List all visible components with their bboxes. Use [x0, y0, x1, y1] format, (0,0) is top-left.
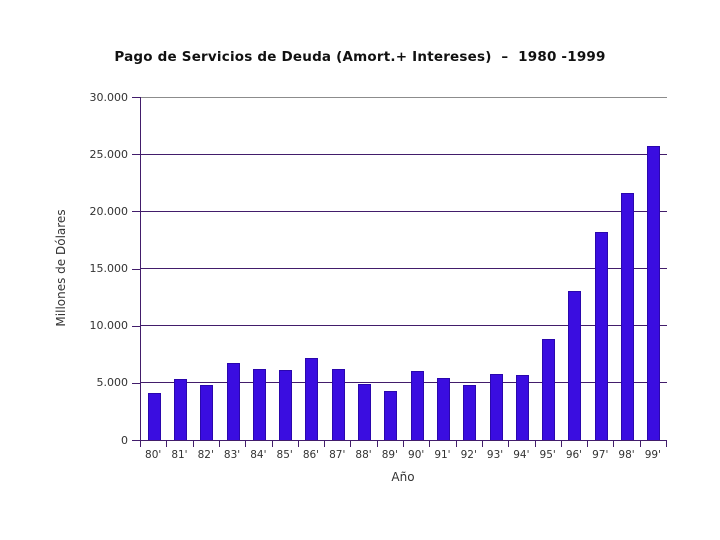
- y-tick-mark: [132, 97, 140, 98]
- y-tick-mark: [132, 382, 140, 384]
- x-tick-mark: [218, 441, 220, 447]
- x-tick-label: 89': [381, 449, 398, 461]
- y-tick-mark: [132, 325, 140, 327]
- x-tick-label: 84': [250, 449, 267, 461]
- x-tick-label: 90': [408, 449, 425, 461]
- x-tick-mark: [508, 441, 510, 447]
- x-tick-mark: [403, 441, 404, 447]
- gridline: [141, 153, 667, 155]
- x-tick-mark: [429, 441, 431, 447]
- x-tick-mark: [376, 441, 378, 447]
- bar-98: [621, 193, 635, 440]
- x-tick-label: 87': [329, 449, 346, 461]
- bar-86: [305, 357, 319, 440]
- x-tick-label: 92': [460, 449, 477, 461]
- x-tick-mark: [666, 441, 667, 447]
- x-tick-mark: [271, 441, 273, 447]
- y-tick-label: 15.000: [89, 262, 129, 275]
- x-tick-label: 81': [171, 449, 188, 461]
- y-tick-mark: [132, 154, 140, 156]
- bar-91: [436, 378, 450, 440]
- x-tick-mark: [455, 441, 457, 447]
- x-tick-label: 83': [223, 449, 241, 461]
- x-tick-label: 91': [434, 449, 451, 461]
- x-tick-label: 98': [618, 449, 635, 461]
- x-tick-label: 99': [644, 449, 661, 461]
- x-tick-mark: [192, 441, 194, 447]
- bar-80: [147, 393, 161, 440]
- y-tick-mark: [132, 268, 140, 270]
- x-tick-mark: [166, 441, 168, 447]
- y-tick-mark: [132, 440, 140, 441]
- x-tick-label: 96': [565, 449, 583, 461]
- y-tick-label: 0: [121, 433, 128, 447]
- x-tick-label: 97': [592, 449, 609, 461]
- chart-title: Pago de Servicios de Deuda (Amort.+ Inte…: [114, 49, 606, 65]
- x-tick-label: 82': [197, 449, 214, 461]
- y-tick-mark: [132, 211, 140, 213]
- plot-top-border: [141, 96, 667, 98]
- bar-90: [410, 371, 424, 440]
- gridline: [141, 210, 667, 212]
- bar-92: [463, 385, 477, 440]
- x-tick-label: 88': [355, 449, 372, 461]
- x-tick-mark: [350, 441, 352, 447]
- x-tick-label: 95': [539, 449, 556, 461]
- x-tick-mark: [534, 441, 536, 447]
- bar-97: [594, 231, 608, 440]
- bar-81: [173, 379, 187, 440]
- bar-93: [489, 373, 503, 440]
- y-tick-label: 20.000: [89, 204, 129, 218]
- x-tick-mark: [297, 441, 299, 447]
- bar-89: [384, 390, 398, 440]
- x-tick-label: 80': [145, 449, 162, 461]
- y-tick-label: 30.000: [89, 90, 129, 104]
- y-tick-label: 5.000: [96, 376, 129, 390]
- x-tick-label: 93': [486, 449, 504, 461]
- bar-84: [252, 369, 266, 440]
- plot-area: [140, 96, 667, 441]
- x-tick-label: 85': [276, 449, 293, 461]
- x-tick-mark: [639, 441, 641, 447]
- x-tick-mark: [140, 441, 141, 447]
- x-tick-label: 86': [302, 449, 320, 461]
- x-tick-mark: [587, 441, 589, 447]
- bar-95: [542, 339, 556, 440]
- x-tick-mark: [481, 441, 483, 447]
- bar-87: [331, 369, 345, 440]
- x-tick-mark: [324, 441, 326, 447]
- gridline: [141, 268, 667, 269]
- bar-83: [226, 363, 240, 440]
- bar-99: [647, 146, 661, 440]
- bar-82: [200, 385, 214, 440]
- x-tick-mark: [560, 441, 562, 447]
- bar-96: [568, 291, 582, 440]
- bar-85: [279, 370, 293, 440]
- gridline: [141, 325, 667, 327]
- bar-94: [515, 374, 529, 440]
- x-axis-title: Año: [391, 470, 415, 484]
- y-tick-label: 10.000: [89, 319, 129, 333]
- x-tick-mark: [613, 441, 615, 447]
- y-tick-label: 25.000: [89, 147, 129, 161]
- x-tick-label: 94': [513, 449, 530, 461]
- x-tick-mark: [245, 441, 247, 447]
- gridline: [141, 382, 667, 384]
- bar-88: [358, 383, 372, 440]
